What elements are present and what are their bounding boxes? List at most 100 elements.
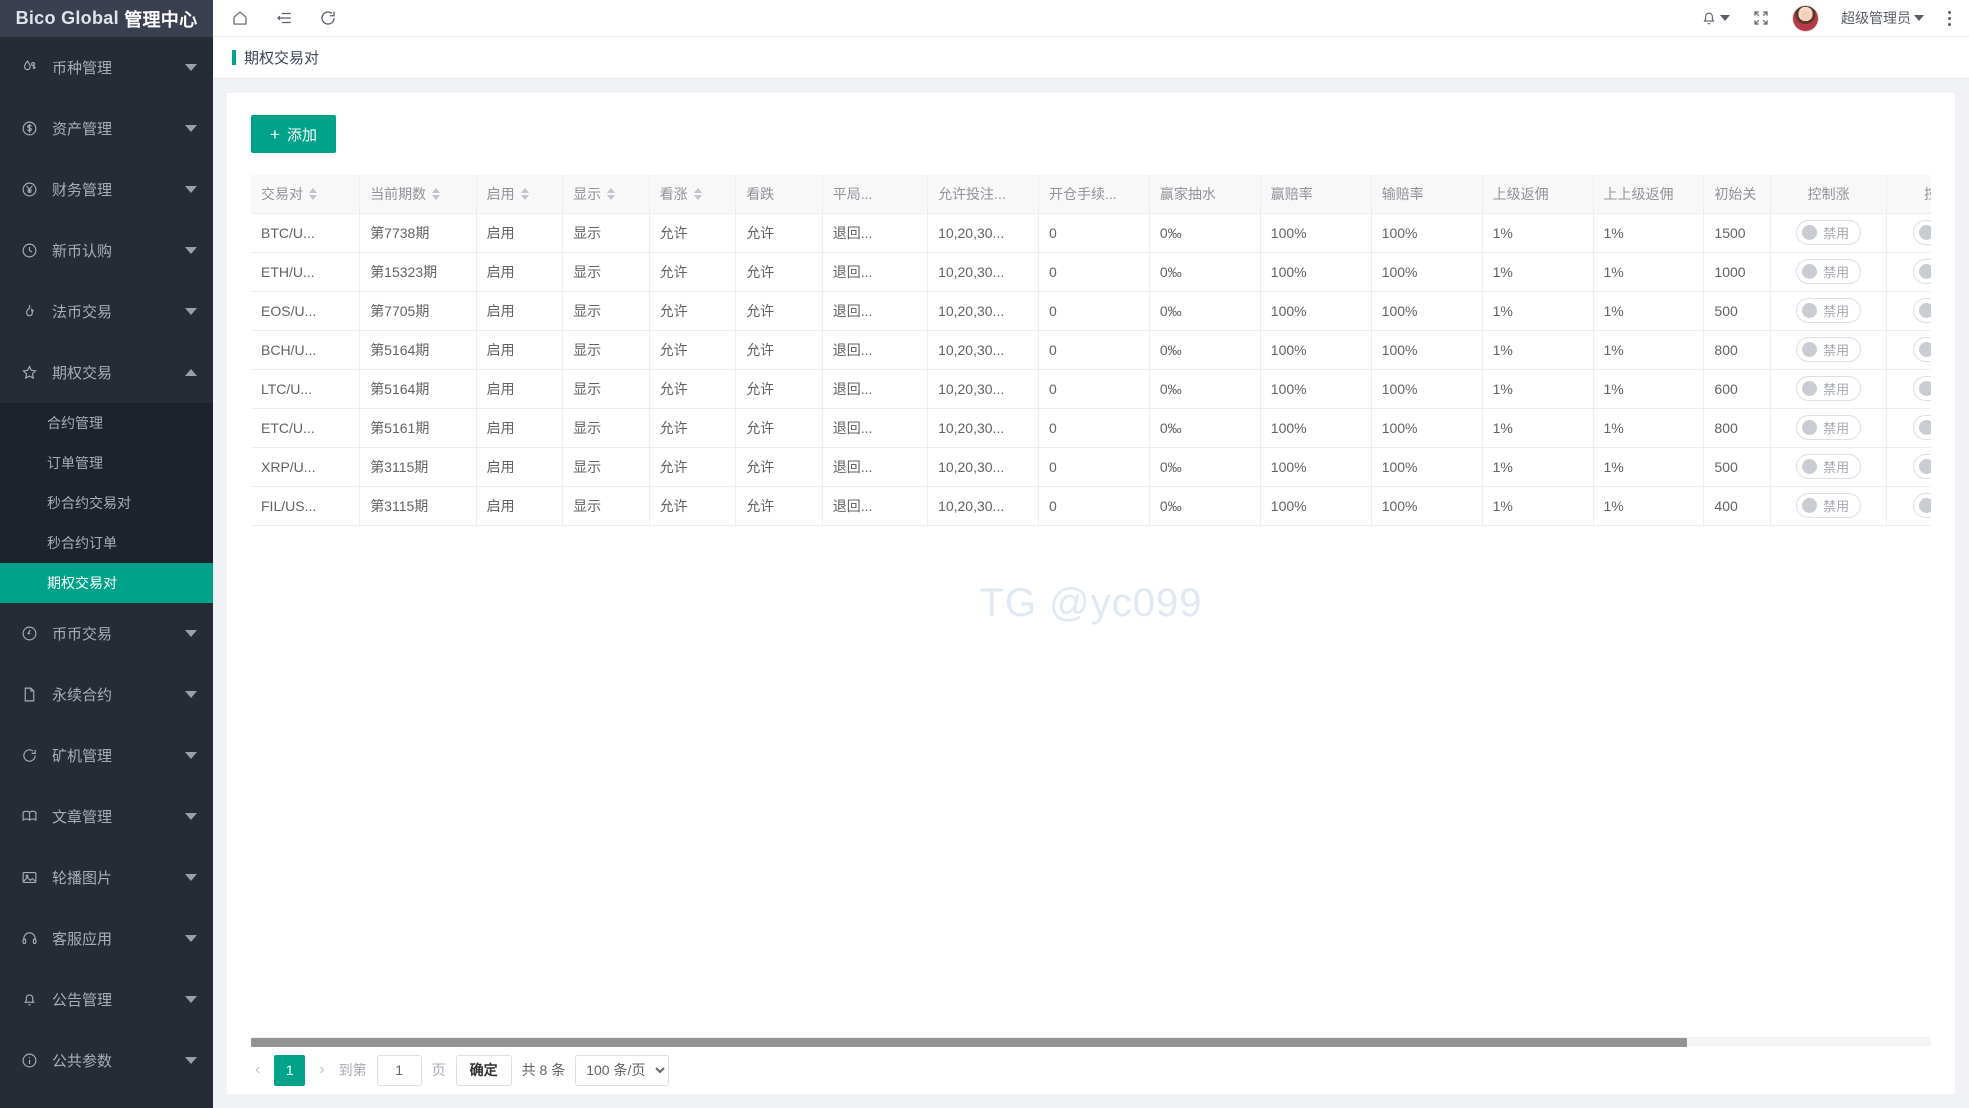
control-down-toggle[interactable]: 禁用 xyxy=(1912,337,1931,362)
control-up-toggle[interactable]: 禁用 xyxy=(1796,298,1862,323)
column-header-0[interactable]: 交易对 xyxy=(251,175,361,214)
chevron-down-icon[interactable] xyxy=(185,874,197,881)
page-number-1[interactable]: 1 xyxy=(274,1054,306,1086)
cell-bear: 允许 xyxy=(735,408,823,448)
scrollbar-thumb[interactable] xyxy=(251,1038,1688,1047)
prev-page-button[interactable]: ‹ xyxy=(255,1061,261,1078)
sidebar-subitem-contract-management[interactable]: 合约管理 xyxy=(0,403,213,443)
home-icon[interactable] xyxy=(231,9,249,27)
sort-arrows-icon[interactable] xyxy=(309,187,317,200)
sidebar-subitem-second-contract-pairs[interactable]: 秒合约交易对 xyxy=(0,483,213,523)
collapse-menu-icon[interactable] xyxy=(275,9,293,27)
control-up-toggle[interactable]: 禁用 xyxy=(1796,493,1862,518)
file-icon xyxy=(18,684,40,706)
sort-arrows-icon[interactable] xyxy=(432,187,441,200)
chevron-down-icon[interactable] xyxy=(185,125,197,132)
control-down-toggle[interactable]: 禁用 xyxy=(1912,259,1931,284)
sidebar-item-new-coin-subscription[interactable]: 新币认购 xyxy=(0,220,213,281)
cell-rebate2: 1% xyxy=(1593,330,1705,370)
table-scroll-area[interactable]: 交易对 当前期数 启用 显示 看涨 看跌 平局... 允许投注... 开仓手续... 赢家抽水 赢赔… xyxy=(251,175,1931,526)
cell-period: 第5164期 xyxy=(359,330,477,370)
chevron-down-icon[interactable] xyxy=(185,308,197,315)
cell-display: 显示 xyxy=(562,291,650,331)
sidebar-subitem-second-contract-orders[interactable]: 秒合约订单 xyxy=(0,523,213,563)
column-header-label: 控制涨 xyxy=(1807,185,1850,202)
column-header-1[interactable]: 当前期数 xyxy=(359,175,477,214)
sidebar-item-asset-management[interactable]: 资产管理 xyxy=(0,98,213,159)
title-accent-bar xyxy=(232,50,236,65)
control-up-toggle[interactable]: 禁用 xyxy=(1796,454,1862,479)
cell-lose_odds: 100% xyxy=(1371,447,1483,487)
goto-page-input[interactable] xyxy=(376,1054,422,1086)
control-down-toggle[interactable]: 禁用 xyxy=(1912,454,1931,479)
column-header-2[interactable]: 启用 xyxy=(476,175,564,214)
sidebar-menu: 币种管理 资产管理 财务管理 新币认购 法币交易 xyxy=(0,37,213,1108)
column-header-3[interactable]: 显示 xyxy=(562,175,650,214)
next-page-button[interactable]: › xyxy=(319,1061,325,1078)
column-header-5: 看跌 xyxy=(735,175,823,214)
cell-ctrl_down: 禁用 xyxy=(1886,369,1931,409)
notification-bell[interactable] xyxy=(1700,9,1730,27)
chevron-down-icon[interactable] xyxy=(185,935,197,942)
sidebar-subitem-option-pairs[interactable]: 期权交易对 xyxy=(0,563,213,603)
control-up-toggle[interactable]: 禁用 xyxy=(1796,376,1862,401)
sort-arrows-icon[interactable] xyxy=(607,187,616,200)
fullscreen-icon[interactable] xyxy=(1752,9,1770,27)
info-circle-icon xyxy=(18,1050,40,1072)
add-button[interactable]: + 添加 xyxy=(251,115,336,153)
confirm-button[interactable]: 确定 xyxy=(455,1054,512,1086)
sidebar-item-customer-service[interactable]: 客服应用 xyxy=(0,908,213,969)
refresh-icon[interactable] xyxy=(319,9,337,27)
sidebar-item-announcement-management[interactable]: 公告管理 xyxy=(0,969,213,1030)
toggle-label: 禁用 xyxy=(1823,460,1850,475)
avatar[interactable] xyxy=(1792,4,1819,32)
sort-arrows-icon[interactable] xyxy=(693,187,702,200)
sidebar-subitem-label: 期权交易对 xyxy=(47,575,117,591)
sidebar-item-coin-management[interactable]: 币种管理 xyxy=(0,37,213,98)
chevron-down-icon[interactable] xyxy=(185,630,197,637)
control-up-toggle[interactable]: 禁用 xyxy=(1796,220,1862,245)
toggle-knob xyxy=(1802,303,1818,318)
more-vertical-icon[interactable] xyxy=(1946,10,1953,26)
sidebar-subitem-order-management[interactable]: 订单管理 xyxy=(0,443,213,483)
cell-initial: 500 xyxy=(1703,291,1771,331)
control-down-toggle[interactable]: 禁用 xyxy=(1912,415,1931,440)
user-menu[interactable]: 超级管理员 xyxy=(1841,8,1924,28)
sort-arrows-icon[interactable] xyxy=(520,187,529,200)
sidebar-item-public-parameters[interactable]: 公共参数 xyxy=(0,1030,213,1091)
chevron-down-icon[interactable] xyxy=(185,691,197,698)
chevron-up-icon[interactable] xyxy=(185,369,197,376)
control-down-toggle[interactable]: 禁用 xyxy=(1912,493,1931,518)
control-up-toggle[interactable]: 禁用 xyxy=(1796,259,1862,284)
column-header-4[interactable]: 看涨 xyxy=(649,175,737,214)
control-up-toggle[interactable]: 禁用 xyxy=(1796,415,1862,440)
sidebar-item-perpetual-contract[interactable]: 永续合约 xyxy=(0,664,213,725)
control-down-toggle[interactable]: 禁用 xyxy=(1912,298,1931,323)
cell-bet: 10,20,30... xyxy=(927,486,1039,526)
chevron-down-icon[interactable] xyxy=(185,813,197,820)
chevron-down-icon[interactable] xyxy=(185,1057,197,1064)
column-header-label: 交易对 xyxy=(261,185,303,202)
horizontal-scrollbar[interactable] xyxy=(251,1037,1931,1047)
page-size-select[interactable]: 10 条/页20 条/页50 条/页100 条/页 xyxy=(575,1054,670,1086)
cell-lose_odds: 100% xyxy=(1371,252,1483,292)
sidebar-item-finance-management[interactable]: 财务管理 xyxy=(0,159,213,220)
control-down-toggle[interactable]: 禁用 xyxy=(1912,376,1931,401)
chevron-down-icon[interactable] xyxy=(185,247,197,254)
sidebar-item-carousel-images[interactable]: 轮播图片 xyxy=(0,847,213,908)
chevron-down-icon[interactable] xyxy=(185,752,197,759)
sidebar-item-miner-management[interactable]: 矿机管理 xyxy=(0,725,213,786)
chevron-down-icon[interactable] xyxy=(185,186,197,193)
control-up-toggle[interactable]: 禁用 xyxy=(1796,337,1862,362)
sidebar-item-label: 永续合约 xyxy=(52,687,113,704)
sidebar-item-spot-trading[interactable]: 币币交易 xyxy=(0,603,213,664)
cell-rebate2: 1% xyxy=(1593,486,1705,526)
sidebar-item-option-trading[interactable]: 期权交易 xyxy=(0,342,213,403)
control-down-toggle[interactable]: 禁用 xyxy=(1912,220,1931,245)
clock-back-icon xyxy=(18,623,40,645)
sidebar-item-article-management[interactable]: 文章管理 xyxy=(0,786,213,847)
chevron-down-icon[interactable] xyxy=(185,64,197,71)
cell-period: 第5164期 xyxy=(359,369,477,409)
chevron-down-icon[interactable] xyxy=(185,996,197,1003)
sidebar-item-fiat-trading[interactable]: 法币交易 xyxy=(0,281,213,342)
